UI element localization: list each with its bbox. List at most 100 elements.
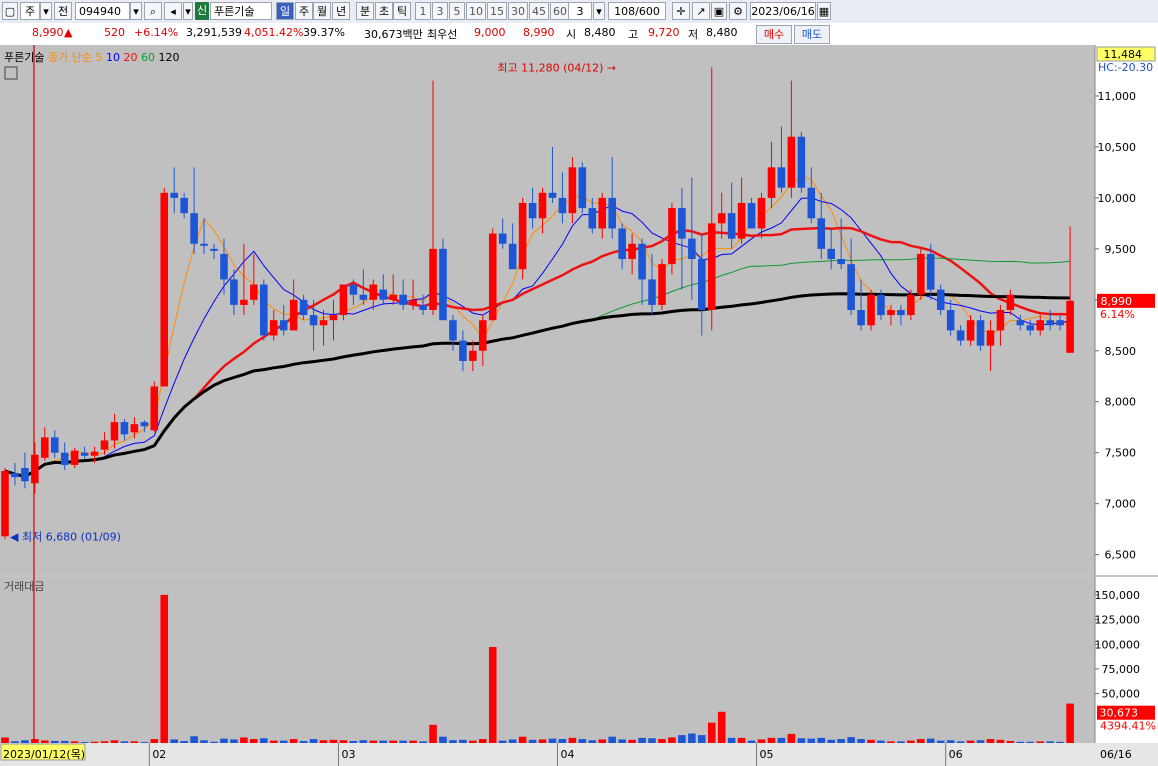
volume-bar [140, 742, 149, 743]
custom-interval-dropdown-icon[interactable]: ▾ [593, 2, 605, 20]
interval-button-10[interactable]: 10 [466, 2, 486, 20]
tab-period-1[interactable]: 주 [295, 2, 313, 20]
interval-button-1[interactable]: 1 [415, 2, 431, 20]
buy-button[interactable]: 매수 [756, 25, 792, 44]
candle-body [220, 253, 228, 280]
window-menu-icon[interactable]: ▢ [2, 2, 18, 20]
candle-body [1066, 300, 1074, 353]
speaker-dropdown-icon[interactable]: ▾ [183, 2, 193, 20]
legend-ma60: 60 [141, 51, 159, 64]
code-dropdown-icon[interactable]: ▾ [130, 2, 142, 20]
candle-body [1056, 320, 1064, 326]
volume-bar [439, 736, 447, 743]
drawing-tool-icon[interactable]: ↗ [692, 2, 710, 20]
volume-bar [538, 739, 547, 743]
count-display[interactable]: 108/600 [608, 2, 666, 20]
candle-body [817, 218, 826, 249]
candle-body [449, 320, 457, 341]
volume-bar [100, 741, 109, 743]
code-input[interactable]: 094940 [75, 2, 130, 20]
volume-bar [707, 722, 716, 743]
custom-interval-input[interactable]: 3 [568, 2, 592, 20]
top-right-note: HC:-20.30 [1098, 61, 1153, 74]
candle-body [558, 197, 567, 214]
volume-bar [737, 737, 746, 743]
price-tick-label: 8,500 [1105, 345, 1137, 358]
crosshair-icon[interactable]: ✛ [672, 2, 690, 20]
volume-bar [777, 737, 786, 743]
prev-button[interactable]: 전 [54, 2, 72, 20]
volume-bar [698, 735, 706, 743]
volume-bar [31, 739, 39, 743]
candle-body [688, 238, 696, 260]
interval-button-30[interactable]: 30 [508, 2, 528, 20]
volume-bar [936, 740, 945, 743]
volume-bar [419, 741, 427, 743]
volume-bar [180, 741, 188, 743]
volume-bar [359, 740, 368, 743]
volume-bar [200, 740, 208, 743]
volume-bar [21, 740, 29, 743]
save-icon[interactable]: ▣ [711, 2, 727, 20]
candle-body [80, 452, 89, 456]
best-bid-label: 최우선 [427, 28, 458, 41]
candle-body [419, 304, 427, 310]
tab-period-2[interactable]: 월 [313, 2, 331, 20]
volume-bar [618, 739, 626, 743]
market-dropdown-icon[interactable]: ▾ [40, 2, 52, 20]
volume-bar [279, 740, 288, 743]
candle-body [90, 451, 99, 456]
candle-body [110, 422, 119, 441]
candle-body [628, 243, 636, 260]
candle-body [150, 386, 159, 431]
volume-bar [528, 739, 537, 743]
tab-period-4[interactable]: 분 [356, 2, 374, 20]
sell-button[interactable]: 매도 [794, 25, 830, 44]
candle-body [678, 208, 686, 239]
tab-period-3[interactable]: 년 [332, 2, 350, 20]
volume-bar [11, 741, 19, 743]
candle-body [837, 259, 845, 265]
search-icon[interactable]: ⌕ [144, 2, 162, 20]
volume-bar [986, 739, 995, 743]
candle-body [1036, 320, 1045, 331]
volume-bar [847, 737, 855, 743]
volume-bar [449, 740, 457, 743]
last-price-label: 8,990 [1101, 295, 1133, 308]
tab-period-0[interactable]: 일 [276, 2, 294, 20]
candle-body [140, 422, 149, 427]
interval-button-45[interactable]: 45 [529, 2, 549, 20]
price-legend: 푸른기술 종가 단순 5 10 20 60 120 [4, 51, 179, 64]
candle-body [787, 136, 796, 188]
volume-bar [678, 735, 686, 743]
last-volume-box [1097, 705, 1155, 720]
volume-bar [250, 739, 258, 743]
volume-bar [80, 742, 89, 743]
interval-button-60[interactable]: 60 [550, 2, 570, 20]
candle-body [727, 213, 736, 239]
interval-button-15[interactable]: 15 [487, 2, 507, 20]
volume-tick-label: 150,000 [1095, 589, 1141, 602]
candle-body [319, 320, 328, 326]
interval-button-3[interactable]: 3 [432, 2, 448, 20]
volume-bar [976, 740, 985, 743]
candle-body [439, 248, 447, 321]
volume-bar [598, 739, 607, 743]
gear-icon[interactable]: ⚙ [729, 2, 747, 20]
volume-bar [369, 740, 378, 743]
candle-body [70, 450, 79, 465]
candle-body [379, 289, 388, 300]
tab-period-5[interactable]: 초 [375, 2, 393, 20]
date-tick-label: 05 [760, 748, 774, 761]
interval-button-5[interactable]: 5 [449, 2, 465, 20]
volume-bar [518, 736, 527, 743]
tab-period-6[interactable]: 틱 [393, 2, 411, 20]
date-input[interactable]: 2023/06/16 [750, 2, 816, 20]
calendar-icon[interactable]: ▦ [817, 2, 831, 20]
stock-chart[interactable]: 6,5007,0007,5008,0008,5009,0009,50010,00… [0, 45, 1158, 766]
market-select[interactable]: 주 [20, 2, 40, 20]
candle-body [269, 320, 278, 336]
candle-body [936, 289, 945, 310]
low-annotation: ◀ 최저 6,680 (01/09) [10, 530, 121, 543]
speaker-icon[interactable]: ◂ [164, 2, 182, 20]
